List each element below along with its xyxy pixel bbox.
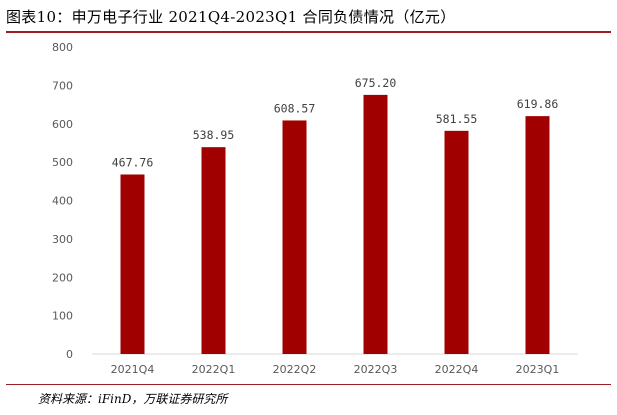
source-rule [6, 384, 611, 385]
data-label: 467.76 [112, 155, 154, 169]
bar-2022Q2 [282, 120, 307, 354]
x-tick-label: 2022Q2 [273, 363, 317, 376]
bar-2022Q4 [444, 130, 469, 354]
figure-title: 图表10：申万电子行业 2021Q4-2023Q1 合同负债情况（亿元） [6, 8, 456, 26]
title-rule [6, 31, 611, 33]
data-label: 538.95 [193, 128, 235, 142]
x-tick-label: 2022Q1 [192, 363, 236, 376]
x-tick-label: 2021Q4 [111, 363, 155, 376]
data-labels: 467.76 538.95 608.57 675.20 581.55 619.86 [112, 76, 559, 170]
data-label: 581.55 [436, 112, 478, 126]
data-label: 619.86 [517, 97, 559, 111]
x-tick-label: 2022Q4 [435, 363, 479, 376]
y-tick-label: 700 [52, 79, 73, 92]
y-axis: 0 100 200 300 400 500 600 700 800 [52, 41, 73, 361]
y-tick-label: 400 [52, 195, 73, 208]
x-tick-label: 2022Q3 [354, 363, 398, 376]
source-note: 资料来源：iFinD，万联证券研究所 [38, 392, 228, 406]
y-tick-label: 0 [66, 348, 73, 361]
data-label: 608.57 [274, 101, 316, 115]
bar-2022Q3 [363, 94, 388, 354]
x-tick-label: 2023Q1 [516, 363, 560, 376]
y-tick-label: 100 [52, 310, 73, 323]
y-tick-label: 500 [52, 156, 73, 169]
y-tick-label: 200 [52, 271, 73, 284]
data-label: 675.20 [355, 76, 397, 90]
y-tick-label: 800 [52, 41, 73, 54]
bar-series [120, 94, 550, 354]
bar-2021Q4 [120, 174, 145, 354]
y-tick-label: 600 [52, 118, 73, 131]
bar-2023Q1 [525, 116, 550, 354]
x-axis: 2021Q4 2022Q1 2022Q2 2022Q3 2022Q4 2023Q1 [111, 363, 560, 376]
bar-2022Q1 [201, 147, 226, 354]
y-tick-label: 300 [52, 233, 73, 246]
